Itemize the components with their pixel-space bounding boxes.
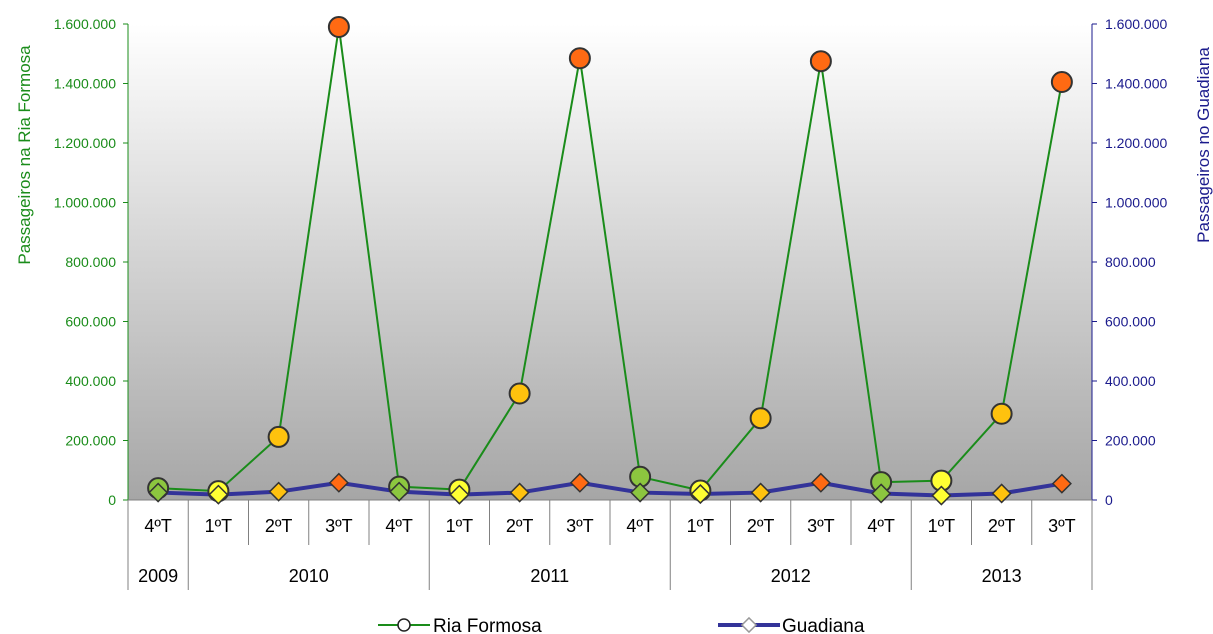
ria-formosa-point[interactable] (1050, 71, 1073, 94)
ria-formosa-point[interactable] (749, 407, 772, 430)
right-y-tick-label: 1.400.000 (1105, 76, 1167, 92)
right-y-tick-label: 400.000 (1105, 373, 1156, 389)
series-layer (147, 15, 1073, 506)
legend-label-guadiana: Guadiana (782, 616, 865, 634)
guadiana-point[interactable] (449, 484, 470, 505)
ria-formosa-point[interactable] (809, 50, 832, 73)
guadiana-point[interactable] (991, 483, 1012, 504)
axes: 0 0 200.000 200.000 400.000 400.000 600.000 600… (54, 16, 1167, 590)
category-label: 3ºT (566, 516, 594, 536)
series-line-ria-formosa (158, 26, 1063, 493)
legend-circle-marker-icon (397, 618, 411, 632)
left-y-tick-label: 600.000 (65, 314, 116, 330)
guadiana-point[interactable] (268, 481, 289, 502)
legend: Ria Formosa Guadiana (378, 616, 865, 634)
right-y-tick-label: 1.200.000 (1105, 135, 1167, 151)
ria-formosa-point[interactable] (327, 15, 350, 38)
right-axis-label: Passageiros no Guadiana (1194, 47, 1213, 243)
ria-formosa-point[interactable] (267, 425, 290, 448)
left-axis-label: Passageiros na Ria Formosa (15, 45, 34, 265)
guadiana-point[interactable] (208, 484, 229, 505)
category-label: 1ºT (205, 516, 233, 536)
guadiana-point[interactable] (871, 483, 892, 504)
guadiana-point[interactable] (931, 485, 952, 506)
right-y-tick-label: 200.000 (1105, 433, 1156, 449)
category-label: 4ºT (867, 516, 895, 536)
right-y-tick-label: 1.000.000 (1105, 195, 1167, 211)
category-label: 4ºT (144, 516, 172, 536)
category-label: 3ºT (325, 516, 353, 536)
right-y-tick-label: 1.600.000 (1105, 16, 1167, 32)
category-label: 1ºT (687, 516, 715, 536)
guadiana-point[interactable] (750, 482, 771, 503)
legend-item-guadiana[interactable]: Guadiana (718, 616, 865, 634)
right-y-tick-label: 600.000 (1105, 314, 1156, 330)
category-label: 2ºT (265, 516, 293, 536)
left-y-tick-label: 1.200.000 (54, 135, 116, 151)
ria-formosa-point[interactable] (568, 47, 591, 70)
left-y-tick-label: 400.000 (65, 373, 116, 389)
legend-item-ria-formosa[interactable]: Ria Formosa (378, 616, 542, 634)
left-y-tick-label: 1.600.000 (54, 16, 116, 32)
left-y-tick-label: 0 (108, 492, 116, 508)
category-label: 3ºT (1048, 516, 1076, 536)
year-label: 2013 (982, 566, 1022, 586)
right-y-tick-label: 800.000 (1105, 254, 1156, 270)
category-label: 2ºT (506, 516, 534, 536)
year-label: 2011 (530, 566, 569, 586)
guadiana-point[interactable] (509, 482, 530, 503)
left-y-tick-label: 200.000 (65, 433, 116, 449)
guadiana-point[interactable] (148, 482, 169, 503)
year-label: 2010 (289, 566, 329, 586)
category-label: 4ºT (626, 516, 654, 536)
legend-diamond-marker-icon (740, 616, 758, 634)
category-label: 1ºT (928, 516, 956, 536)
category-label: 2ºT (988, 516, 1016, 536)
category-label: 4ºT (385, 516, 413, 536)
series-line-guadiana (158, 480, 1063, 498)
guadiana-point[interactable] (690, 483, 711, 505)
ria-formosa-point[interactable] (990, 402, 1013, 425)
guadiana-point[interactable] (630, 482, 651, 503)
left-y-tick-label: 1.000.000 (54, 195, 116, 211)
ria-formosa-point[interactable] (508, 382, 531, 405)
category-label: 1ºT (446, 516, 474, 536)
year-label: 2012 (771, 566, 811, 586)
legend-label-ria-formosa: Ria Formosa (433, 616, 542, 634)
left-y-tick-label: 1.400.000 (54, 76, 116, 92)
category-label: 3ºT (807, 516, 835, 536)
guadiana-point[interactable] (389, 481, 410, 502)
guadiana-point[interactable] (328, 472, 349, 493)
guadiana-point[interactable] (810, 472, 831, 493)
year-label: 2009 (138, 566, 178, 586)
guadiana-point[interactable] (1051, 473, 1072, 494)
guadiana-point[interactable] (569, 472, 590, 493)
left-y-tick-label: 800.000 (65, 254, 116, 270)
category-label: 2ºT (747, 516, 775, 536)
right-y-tick-label: 0 (1105, 492, 1113, 508)
